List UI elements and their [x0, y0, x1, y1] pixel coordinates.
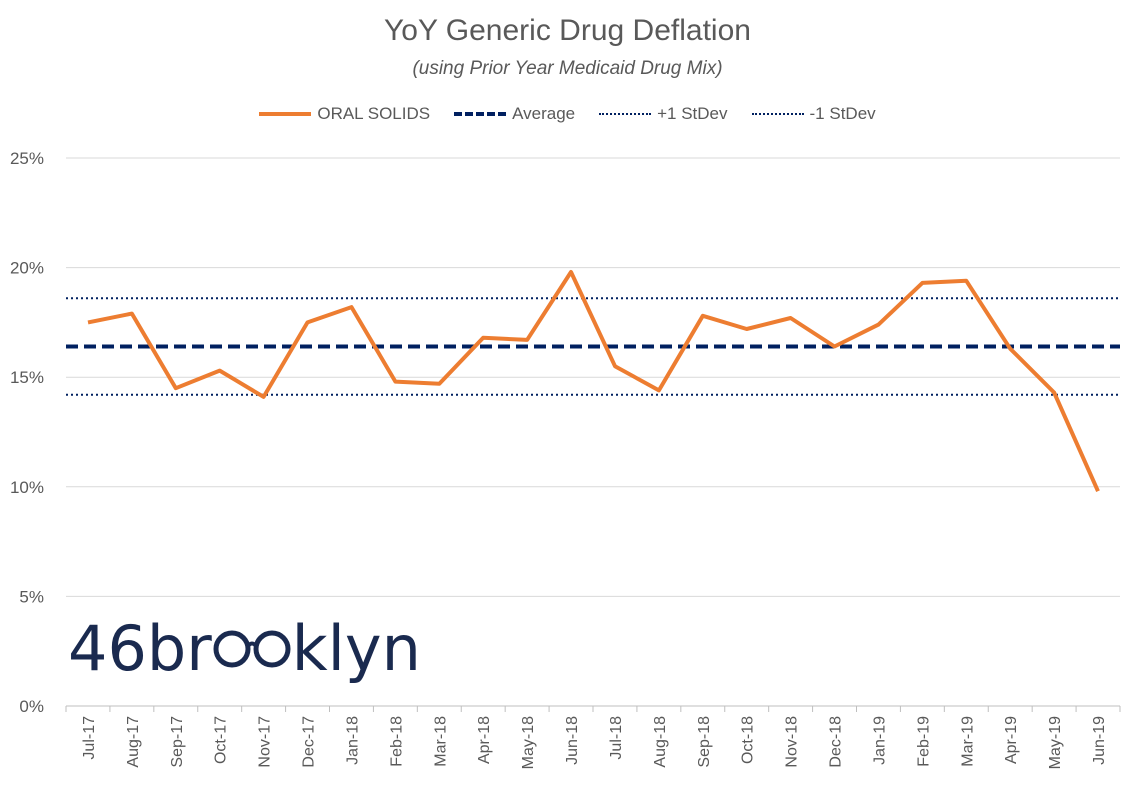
- x-tick-label: May-18: [520, 716, 537, 769]
- x-tick-label: Nov-17: [257, 716, 274, 768]
- legend-label: +1 StDev: [657, 104, 728, 123]
- legend-item-plus-stdev: +1 StDev: [599, 104, 728, 124]
- x-tick-label: Aug-18: [652, 716, 669, 768]
- y-tick-label: 0%: [19, 697, 44, 716]
- legend-swatch-dotted: [599, 113, 652, 115]
- chart-title: YoY Generic Drug Deflation: [384, 14, 751, 47]
- x-tick-label: Dec-18: [828, 716, 845, 768]
- x-tick-label: Feb-18: [388, 716, 405, 767]
- x-tick-label: Jan-18: [344, 716, 361, 765]
- legend-label: -1 StDev: [809, 104, 876, 123]
- x-tick-label: Apr-18: [476, 716, 493, 764]
- x-tick-label: Sep-18: [696, 716, 713, 768]
- x-tick-label: Sep-17: [169, 716, 186, 768]
- legend-item-minus-stdev: -1 StDev: [751, 104, 876, 124]
- legend-swatch-dotted: [751, 113, 804, 115]
- chart-subtitle: (using Prior Year Medicaid Drug Mix): [412, 58, 723, 79]
- x-tick-label: Mar-19: [959, 716, 976, 767]
- x-tick-label: May-19: [1047, 716, 1064, 769]
- legend-item-oral-solids: ORAL SOLIDS: [259, 104, 430, 124]
- x-tick-label: Feb-19: [915, 716, 932, 767]
- y-tick-label: 20%: [10, 259, 44, 278]
- legend-item-average: Average: [454, 104, 575, 124]
- x-tick-label: Nov-18: [784, 716, 801, 768]
- legend-swatch-dashed: [454, 112, 507, 116]
- logo-text-start: 46br: [68, 612, 212, 685]
- y-tick-label: 5%: [19, 587, 44, 606]
- x-tick-label: Jun-18: [564, 716, 581, 765]
- legend-swatch-solid: [259, 112, 312, 116]
- legend-label: Average: [512, 104, 576, 123]
- chart-legend: ORAL SOLIDS Average +1 StDev -1 StDev: [0, 104, 1135, 124]
- brand-logo: 46br klyn: [68, 612, 421, 685]
- x-tick-label: Apr-19: [1003, 716, 1020, 764]
- x-tick-label: Jun-19: [1091, 716, 1108, 765]
- legend-label: ORAL SOLIDS: [317, 104, 431, 123]
- x-tick-label: Dec-17: [301, 716, 318, 768]
- x-tick-label: Oct-17: [213, 716, 230, 764]
- series-line-oral-solids: [87, 270, 1100, 493]
- x-tick-label: Jul-17: [81, 716, 98, 760]
- x-tick-label: Jan-19: [871, 716, 888, 765]
- x-tick-label: Jul-18: [608, 716, 625, 760]
- y-tick-label: 10%: [10, 478, 44, 497]
- x-tick-label: Oct-18: [740, 716, 757, 764]
- x-tick-label: Mar-18: [432, 716, 449, 767]
- y-tick-label: 25%: [10, 149, 44, 168]
- y-tick-label: 15%: [10, 368, 44, 387]
- logo-text-end: klyn: [291, 612, 421, 685]
- x-tick-label: Aug-17: [125, 716, 142, 768]
- eyeglasses-icon: [213, 630, 291, 667]
